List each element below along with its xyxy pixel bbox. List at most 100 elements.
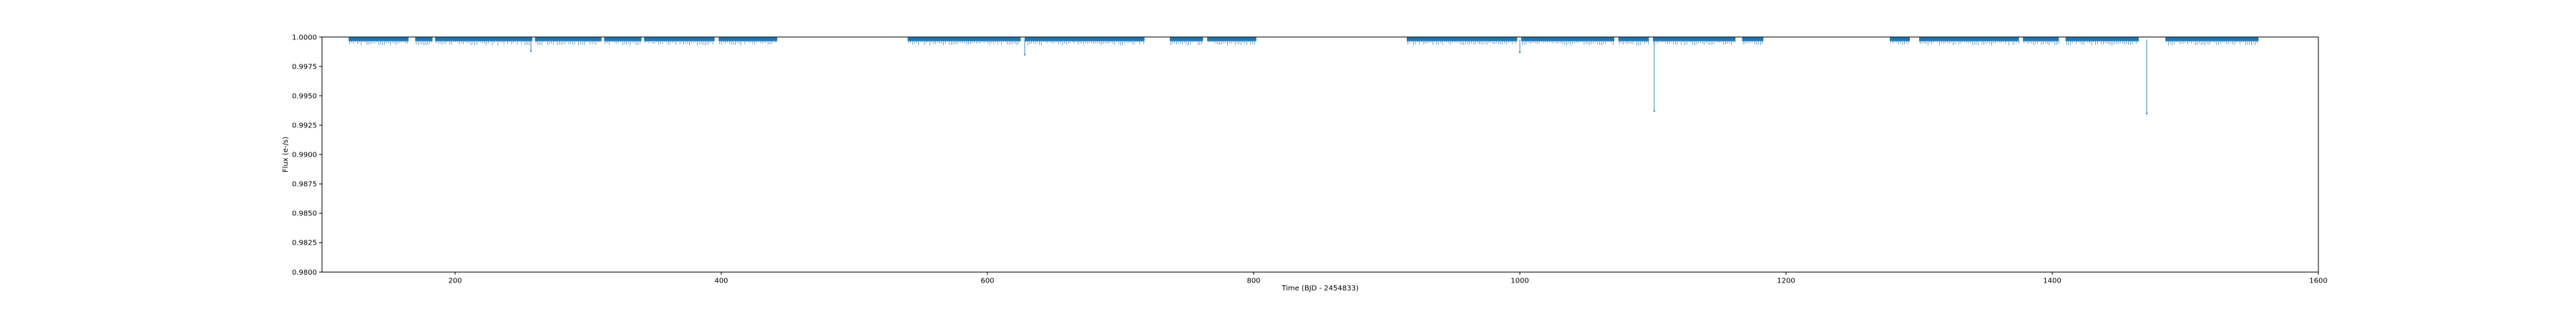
y-tick-label: 0.9850: [292, 210, 317, 218]
data-point: [361, 37, 363, 39]
data-segment-scatter: [1619, 41, 1649, 46]
data-point: [1066, 37, 1068, 39]
data-point: [1998, 37, 2000, 39]
x-tick-label: 1400: [2043, 277, 2061, 285]
y-tick-label: 1.0000: [292, 34, 317, 41]
data-point: [987, 38, 988, 40]
data-segment-scatter: [1742, 41, 1763, 45]
x-axis: 200 400 600 800 1000 1200 1400 1600: [448, 272, 2328, 285]
data-segment-scatter: [908, 41, 1020, 46]
data-segment-scatter: [605, 41, 640, 46]
data-segment-scatter: [1170, 41, 1202, 46]
data-segment-band: [1742, 36, 1764, 41]
data-segment-scatter: [349, 41, 409, 46]
data-point: [1439, 37, 1441, 39]
y-tick-label: 0.9875: [292, 181, 317, 189]
data-segment-band: [1406, 36, 1518, 41]
data-segment-band: [348, 36, 409, 41]
data-point: [1692, 38, 1694, 40]
y-tick-label: 0.9900: [292, 152, 317, 160]
data-segment-scatter: [1522, 41, 1614, 46]
data-point: [2091, 37, 2093, 39]
data-point: [1752, 37, 1754, 39]
data-point: [507, 38, 509, 40]
data-segment-scatter: [645, 41, 713, 46]
data-segment-band: [1618, 36, 1649, 41]
data-segment-scatter: [535, 41, 600, 46]
data-segment-scatter: [436, 41, 532, 46]
data-segment-band: [907, 36, 1021, 41]
data-point: [680, 37, 683, 39]
transit-dip-minimum: [530, 50, 532, 52]
x-tick-label: 400: [714, 277, 728, 285]
data-segment-band: [1206, 36, 1257, 41]
data-segment-band: [1653, 36, 1736, 41]
data-segment-band: [1890, 36, 1910, 41]
data-point: [388, 38, 389, 40]
x-tick-label: 1600: [2309, 277, 2327, 285]
transit-dip-minimum: [1653, 110, 1655, 112]
data-point: [1599, 37, 1601, 39]
data-series-layer: [348, 36, 2259, 114]
x-tick-label: 1200: [1777, 277, 1795, 285]
data-segment-band: [1169, 36, 1204, 41]
transit-dip-minimum: [2145, 112, 2148, 114]
data-segment-band: [415, 36, 433, 41]
data-point: [1120, 37, 1121, 39]
data-point: [1239, 37, 1241, 39]
data-segment-band: [1919, 36, 2019, 41]
data-point: [1898, 37, 1901, 39]
data-segment-scatter: [1407, 41, 1516, 46]
data-segment-band: [604, 36, 642, 41]
data-point: [2238, 37, 2240, 39]
data-point: [467, 37, 469, 39]
data-segment-band: [2165, 36, 2259, 41]
data-segment-scatter: [1920, 41, 2019, 46]
data-segment-band: [644, 36, 715, 41]
plot-frame: [321, 36, 2319, 273]
y-tick-label: 0.9950: [292, 92, 317, 100]
data-point: [747, 38, 749, 40]
x-axis-label: Time (BJD - 2454833): [1281, 285, 1359, 293]
x-tick-label: 800: [1246, 277, 1260, 285]
data-segment-band: [2065, 36, 2139, 41]
data-point: [574, 37, 576, 39]
x-tick-label: 1000: [1511, 277, 1528, 285]
data-segment-scatter: [719, 41, 776, 46]
data-segment-scatter: [1654, 41, 1736, 46]
data-point: [627, 37, 629, 39]
data-segment-scatter: [1890, 41, 1909, 45]
x-tick-label: 200: [448, 277, 462, 285]
data-point: [1945, 37, 1947, 39]
data-segment-scatter: [416, 41, 432, 46]
data-point: [933, 37, 935, 39]
y-axis-label: Flux (e-/s): [282, 137, 290, 172]
data-point: [2185, 37, 2186, 39]
data-point: [1186, 37, 1188, 39]
y-tick-label: 0.9975: [292, 63, 317, 71]
data-segment-band: [2023, 36, 2059, 41]
data-point: [1492, 38, 1494, 40]
data-segment-band: [435, 36, 532, 41]
data-segment-band: [1025, 36, 1145, 41]
data-segment-scatter: [1208, 41, 1255, 46]
transit-dip-minimum: [1023, 54, 1026, 56]
data-segment-band: [535, 36, 602, 41]
data-segment-scatter: [1025, 41, 1144, 46]
y-tick-label: 0.9825: [292, 240, 317, 247]
data-segment-scatter: [2024, 41, 2059, 45]
data-point: [1639, 37, 1641, 39]
y-tick-label: 0.9800: [292, 269, 317, 277]
data-segment-scatter: [2066, 41, 2139, 46]
y-axis: 0.9800 0.9825 0.9850 0.9875 0.9900 0.9925 0.99…: [292, 34, 322, 277]
data-segment-band: [1521, 36, 1615, 41]
data-segment-scatter: [2166, 41, 2258, 46]
data-point: [2044, 38, 2046, 40]
x-tick-label: 600: [980, 277, 994, 285]
data-point: [2124, 38, 2127, 40]
data-point: [1558, 37, 1561, 39]
y-tick-label: 0.9925: [292, 122, 317, 129]
transit-dip-minimum: [1518, 52, 1521, 54]
data-point: [421, 37, 423, 39]
